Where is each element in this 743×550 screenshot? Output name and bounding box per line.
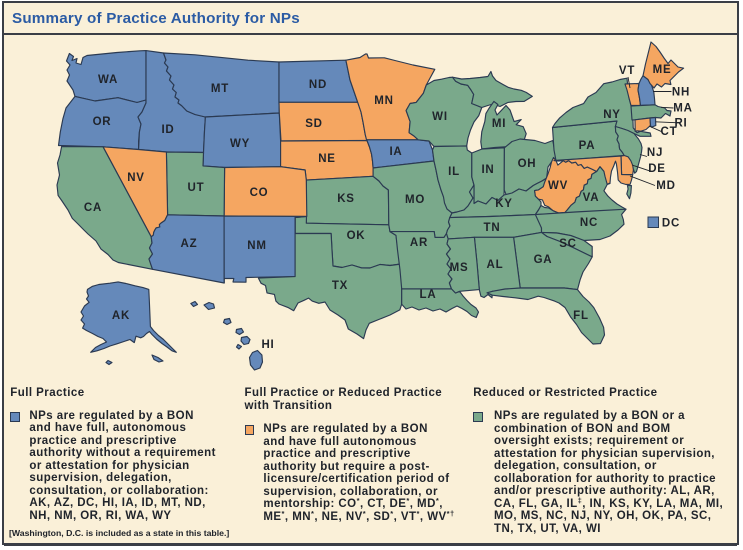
svg-text:KY: KY xyxy=(495,198,513,210)
svg-text:MS: MS xyxy=(450,262,469,274)
svg-text:MO: MO xyxy=(405,194,425,206)
svg-text:ID: ID xyxy=(161,124,174,136)
svg-text:DE: DE xyxy=(648,163,666,175)
svg-text:NE: NE xyxy=(318,153,336,165)
svg-text:PA: PA xyxy=(579,140,596,152)
svg-text:FL: FL xyxy=(573,310,589,322)
svg-text:TX: TX xyxy=(332,280,348,292)
svg-text:MI: MI xyxy=(492,118,506,130)
svg-text:MD: MD xyxy=(656,180,676,192)
svg-text:OR: OR xyxy=(93,116,112,128)
svg-text:OK: OK xyxy=(347,230,366,242)
svg-text:NH: NH xyxy=(672,87,690,99)
svg-text:AZ: AZ xyxy=(181,238,198,250)
svg-text:KS: KS xyxy=(337,193,355,205)
svg-text:CA: CA xyxy=(84,202,102,214)
svg-text:NV: NV xyxy=(127,172,145,184)
svg-text:AL: AL xyxy=(487,259,504,271)
svg-text:NM: NM xyxy=(247,240,267,252)
svg-text:HI: HI xyxy=(261,339,274,351)
svg-text:IL: IL xyxy=(448,166,460,178)
svg-text:WA: WA xyxy=(98,74,118,86)
svg-text:OH: OH xyxy=(518,158,537,170)
svg-text:SD: SD xyxy=(305,118,323,130)
svg-text:LA: LA xyxy=(420,289,437,301)
svg-text:MT: MT xyxy=(211,83,229,95)
svg-text:AK: AK xyxy=(112,310,130,322)
svg-text:WI: WI xyxy=(432,111,448,123)
svg-text:VA: VA xyxy=(583,192,600,204)
svg-text:ME: ME xyxy=(653,64,672,76)
svg-text:WY: WY xyxy=(230,138,250,150)
svg-text:SC: SC xyxy=(559,238,577,250)
svg-text:GA: GA xyxy=(534,254,553,266)
svg-text:CT: CT xyxy=(661,126,678,138)
svg-text:ND: ND xyxy=(309,79,327,91)
svg-text:CO: CO xyxy=(250,187,269,199)
svg-text:MA: MA xyxy=(673,103,693,115)
svg-text:IN: IN xyxy=(481,164,494,176)
svg-text:RI: RI xyxy=(674,118,687,130)
svg-text:TN: TN xyxy=(484,222,501,234)
svg-text:NY: NY xyxy=(603,109,621,121)
svg-text:IA: IA xyxy=(389,146,402,158)
svg-text:WV: WV xyxy=(548,180,568,192)
svg-text:NC: NC xyxy=(580,217,598,229)
svg-text:DC: DC xyxy=(662,218,680,230)
svg-text:AR: AR xyxy=(410,237,428,249)
svg-text:NJ: NJ xyxy=(647,147,663,159)
svg-text:VT: VT xyxy=(619,65,635,77)
svg-text:MN: MN xyxy=(374,95,394,107)
svg-text:UT: UT xyxy=(188,182,205,194)
